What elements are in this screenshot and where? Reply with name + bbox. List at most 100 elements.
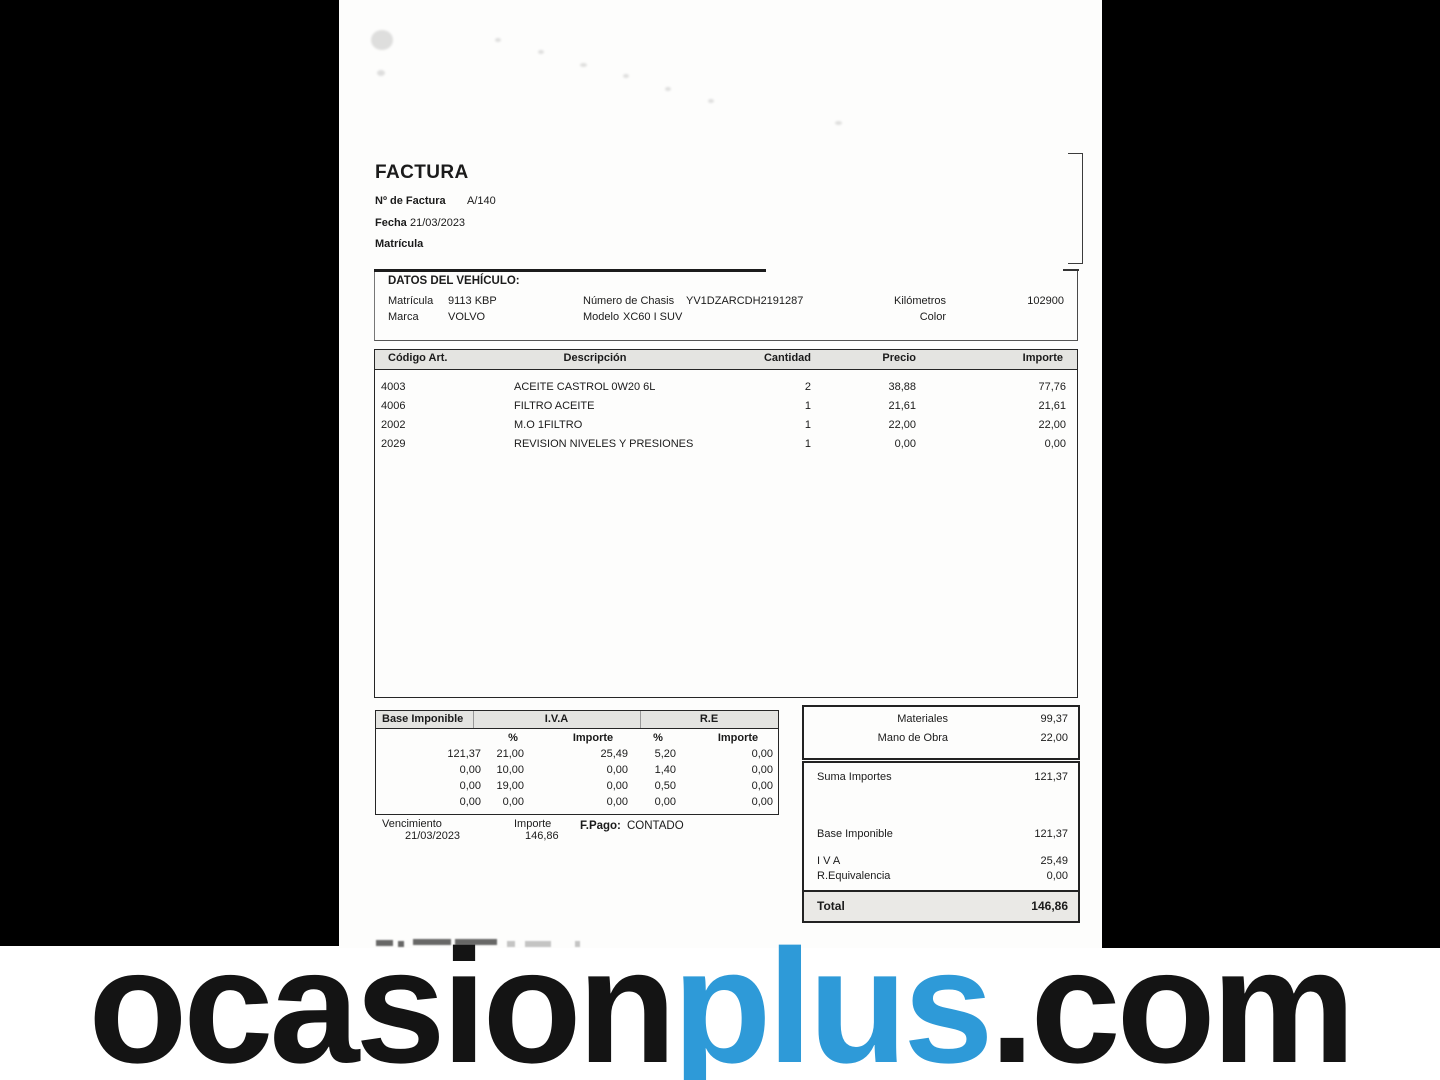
- col-header-code: Código Art.: [388, 352, 448, 364]
- col-header-description: Descripción: [563, 352, 627, 364]
- invoice-plate-label: Matrícula: [375, 238, 424, 250]
- vehicle-brand-value: VOLVO: [448, 311, 486, 323]
- tax-re-importe: 0,00: [751, 764, 773, 776]
- vehicle-plate-value: 9113 KBP: [448, 295, 497, 307]
- due-date-label: Vencimiento: [382, 818, 442, 830]
- tax-re-importe: 0,00: [751, 780, 773, 792]
- tax-re-pct: 0,50: [654, 780, 676, 792]
- logo-text-ocasion: ocasion: [88, 916, 676, 1080]
- box-border-segment: [374, 269, 766, 272]
- tax-table-header: Base Imponible I.V.A R.E: [376, 711, 778, 729]
- tax-iva-pct: 19,00: [496, 780, 524, 792]
- invoice-date-label: Fecha: [375, 217, 407, 229]
- payment-method-value: CONTADO: [627, 820, 684, 832]
- scan-artifact: [495, 38, 501, 42]
- item-qty: 1: [804, 400, 811, 412]
- tax-re-header: R.E: [699, 713, 719, 725]
- tax-re-importe: 0,00: [751, 748, 773, 760]
- sum-label: Suma Importes: [817, 771, 892, 783]
- tax-iva-importe: 0,00: [606, 796, 628, 808]
- item-description: M.O 1FILTRO: [514, 419, 583, 431]
- payment-amount-value: 146,86: [525, 830, 559, 842]
- item-description: REVISION NIVELES Y PRESIONES: [514, 438, 694, 450]
- divider: [473, 711, 474, 728]
- invoice-date-value: 21/03/2023: [410, 217, 466, 229]
- logo-text-com: .com: [989, 916, 1356, 1080]
- materials-value: 99,37: [1040, 713, 1068, 725]
- total-label: Total: [817, 899, 845, 913]
- ocasionplus-logo: ocasionplus.com: [0, 926, 1440, 1080]
- scan-artifact: [538, 50, 544, 54]
- scan-artifact: [377, 70, 385, 76]
- tax-row: 121,37 21,00 25,49 5,20 0,00: [376, 748, 778, 762]
- items-table: Código Art. Descripción Cantidad Precio …: [374, 349, 1078, 698]
- tax-base: 0,00: [459, 796, 481, 808]
- table-row: 4006 FILTRO ACEITE 1 21,61 21,61: [375, 400, 1077, 416]
- col-header-price: Precio: [882, 352, 916, 364]
- payment-amount-label: Importe: [514, 818, 552, 830]
- scan-artifact: [835, 121, 842, 125]
- vehicle-km-value: 102900: [1027, 295, 1064, 307]
- scan-artifact: [525, 941, 551, 947]
- labor-value: 22,00: [1040, 732, 1068, 744]
- vehicle-chassis-value: YV1DZARCDH2191287: [686, 295, 804, 307]
- tax-base-header: Base Imponible: [382, 713, 464, 725]
- vehicle-brand-label: Marca: [388, 311, 419, 323]
- col-header-amount: Importe: [1022, 352, 1063, 364]
- scan-artifact: [575, 941, 580, 947]
- re-label: R.Equivalencia: [817, 870, 891, 882]
- base-value: 121,37: [1034, 828, 1068, 840]
- tax-base: 121,37: [447, 748, 481, 760]
- iva-pct-header: %: [508, 732, 518, 744]
- scan-artifact: [371, 30, 393, 50]
- tax-iva-importe: 0,00: [606, 764, 628, 776]
- items-table-header: Código Art. Descripción Cantidad Precio …: [375, 350, 1077, 370]
- invoice-number-value: A/140: [467, 195, 496, 207]
- base-label: Base Imponible: [817, 828, 893, 840]
- item-qty: 1: [804, 438, 811, 450]
- vehicle-plate-label: Matrícula: [388, 295, 434, 307]
- scan-artifact: [665, 87, 671, 91]
- scanned-invoice-document: FACTURA Nº de Factura A/140 Fecha 21/03/…: [339, 0, 1102, 948]
- table-row: 2029 REVISION NIVELES Y PRESIONES 1 0,00…: [375, 438, 1077, 454]
- vehicle-section-title: DATOS DEL VEHÍCULO:: [388, 275, 520, 287]
- iva-value: 25,49: [1040, 855, 1068, 867]
- item-code: 2002: [381, 419, 406, 431]
- item-code: 4003: [381, 381, 406, 393]
- iva-label: I V A: [817, 855, 841, 867]
- tax-iva-pct: 21,00: [496, 748, 524, 760]
- vehicle-model-label: Modelo: [583, 311, 620, 323]
- scan-artifact: [413, 939, 451, 945]
- item-amount: 77,76: [1038, 381, 1066, 393]
- scan-artifact: [398, 941, 404, 947]
- labor-label: Mano de Obra: [877, 732, 948, 744]
- table-row: 2002 M.O 1FILTRO 1 22,00 22,00: [375, 419, 1077, 435]
- totals-box: Suma Importes 121,37 Base Imponible 121,…: [802, 761, 1080, 923]
- tax-subheader-row: % Importe % Importe: [376, 732, 778, 746]
- materials-labor-box: Materiales 99,37 Mano de Obra 22,00: [802, 705, 1080, 760]
- payment-method-label: F.Pago:: [580, 820, 621, 832]
- due-date-value: 21/03/2023: [405, 830, 461, 842]
- tax-row: 0,00 0,00 0,00 0,00 0,00: [376, 796, 778, 810]
- tax-re-pct: 5,20: [654, 748, 676, 760]
- vehicle-color-label: Color: [919, 311, 946, 323]
- item-code: 2029: [381, 438, 406, 450]
- tax-base: 0,00: [459, 780, 481, 792]
- item-price: 22,00: [888, 419, 916, 431]
- item-qty: 1: [804, 419, 811, 431]
- scan-artifact: [507, 941, 515, 947]
- scan-artifact: [580, 63, 587, 67]
- materials-label: Materiales: [897, 713, 948, 725]
- scan-artifact: [623, 74, 629, 78]
- vehicle-chassis-label: Número de Chasis: [583, 295, 675, 307]
- item-description: FILTRO ACEITE: [514, 400, 595, 412]
- right-black-band: [1102, 0, 1440, 948]
- invoice-title: FACTURA: [375, 162, 469, 183]
- scan-artifact: [708, 99, 714, 103]
- tax-row: 0,00 19,00 0,00 0,50 0,00: [376, 780, 778, 794]
- re-value: 0,00: [1046, 870, 1068, 882]
- total-value: 146,86: [1031, 899, 1068, 913]
- item-price: 21,61: [888, 400, 916, 412]
- tax-re-pct: 0,00: [654, 796, 676, 808]
- tax-table: Base Imponible I.V.A R.E % Importe % Imp…: [375, 710, 779, 815]
